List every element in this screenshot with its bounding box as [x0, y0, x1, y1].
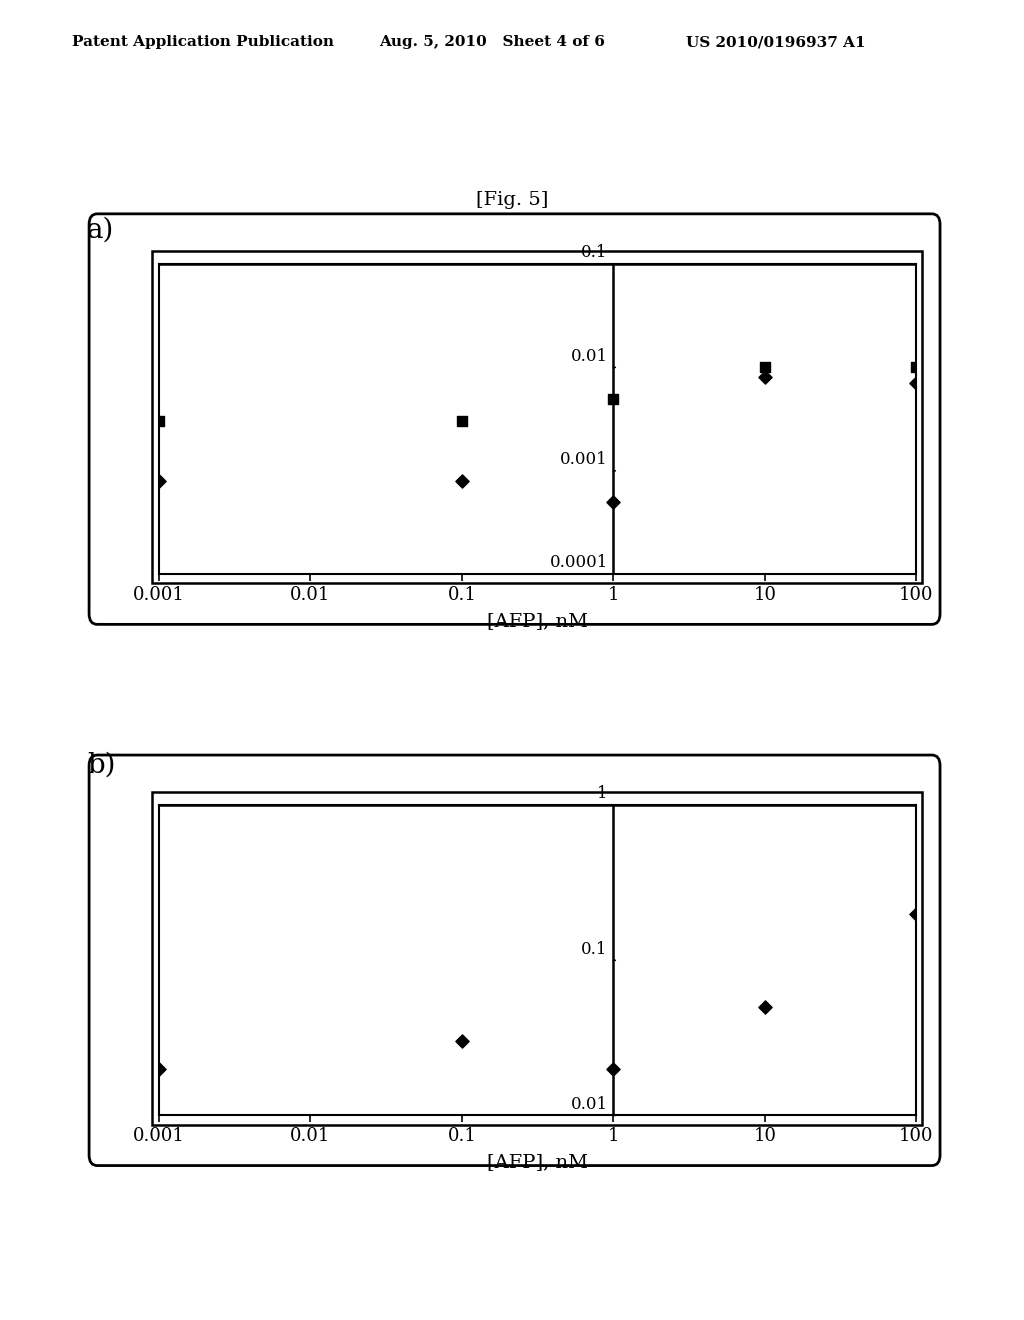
Point — [908, 372, 925, 393]
Text: [Fig. 5]: [Fig. 5] — [476, 190, 548, 209]
Text: Patent Application Publication: Patent Application Publication — [72, 36, 334, 49]
Point — [454, 1031, 470, 1052]
Point — [605, 491, 622, 512]
Point — [454, 470, 470, 491]
Text: 0.01: 0.01 — [570, 347, 608, 364]
X-axis label: [AFP], nM: [AFP], nM — [487, 612, 588, 631]
Point — [908, 356, 925, 378]
Text: 0.0001: 0.0001 — [550, 554, 608, 572]
Text: US 2010/0196937 A1: US 2010/0196937 A1 — [686, 36, 865, 49]
Point — [757, 356, 773, 378]
Point — [757, 367, 773, 388]
Point — [151, 470, 167, 491]
Text: b): b) — [87, 751, 116, 779]
Text: Aug. 5, 2010   Sheet 4 of 6: Aug. 5, 2010 Sheet 4 of 6 — [379, 36, 605, 49]
Text: 1: 1 — [597, 785, 608, 803]
Point — [605, 1059, 622, 1080]
Text: 0.1: 0.1 — [582, 941, 608, 957]
Point — [151, 411, 167, 432]
X-axis label: [AFP], nM: [AFP], nM — [487, 1154, 588, 1172]
Text: 0.001: 0.001 — [560, 451, 608, 469]
Text: a): a) — [87, 216, 115, 244]
Point — [151, 1059, 167, 1080]
Point — [757, 997, 773, 1018]
Point — [454, 411, 470, 432]
Point — [908, 903, 925, 924]
Text: 0.1: 0.1 — [582, 244, 608, 261]
Point — [605, 388, 622, 409]
Text: 0.01: 0.01 — [570, 1096, 608, 1113]
